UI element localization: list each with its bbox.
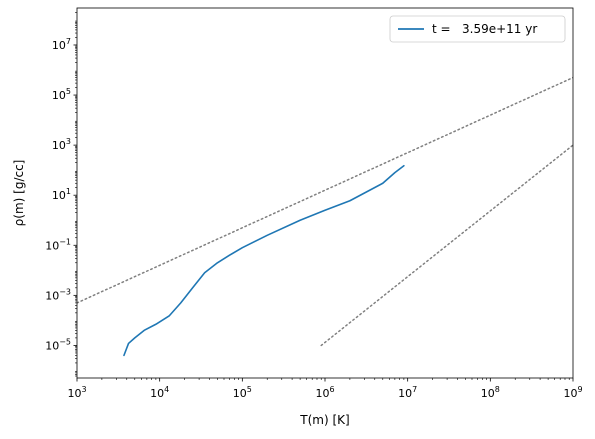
legend-label: t = 3.59e+11 yr xyxy=(432,22,537,36)
legend-box xyxy=(389,15,566,43)
series-layer xyxy=(77,76,573,357)
legend: t = 3.59e+11 yr xyxy=(389,15,566,43)
y-axis-label: ρ(m) [g/cc] xyxy=(12,160,26,227)
series-line-2 xyxy=(320,144,573,347)
series-line-1 xyxy=(77,76,573,304)
series-line-0 xyxy=(123,164,405,357)
x-axis-label: T(m) [K] xyxy=(299,413,349,427)
